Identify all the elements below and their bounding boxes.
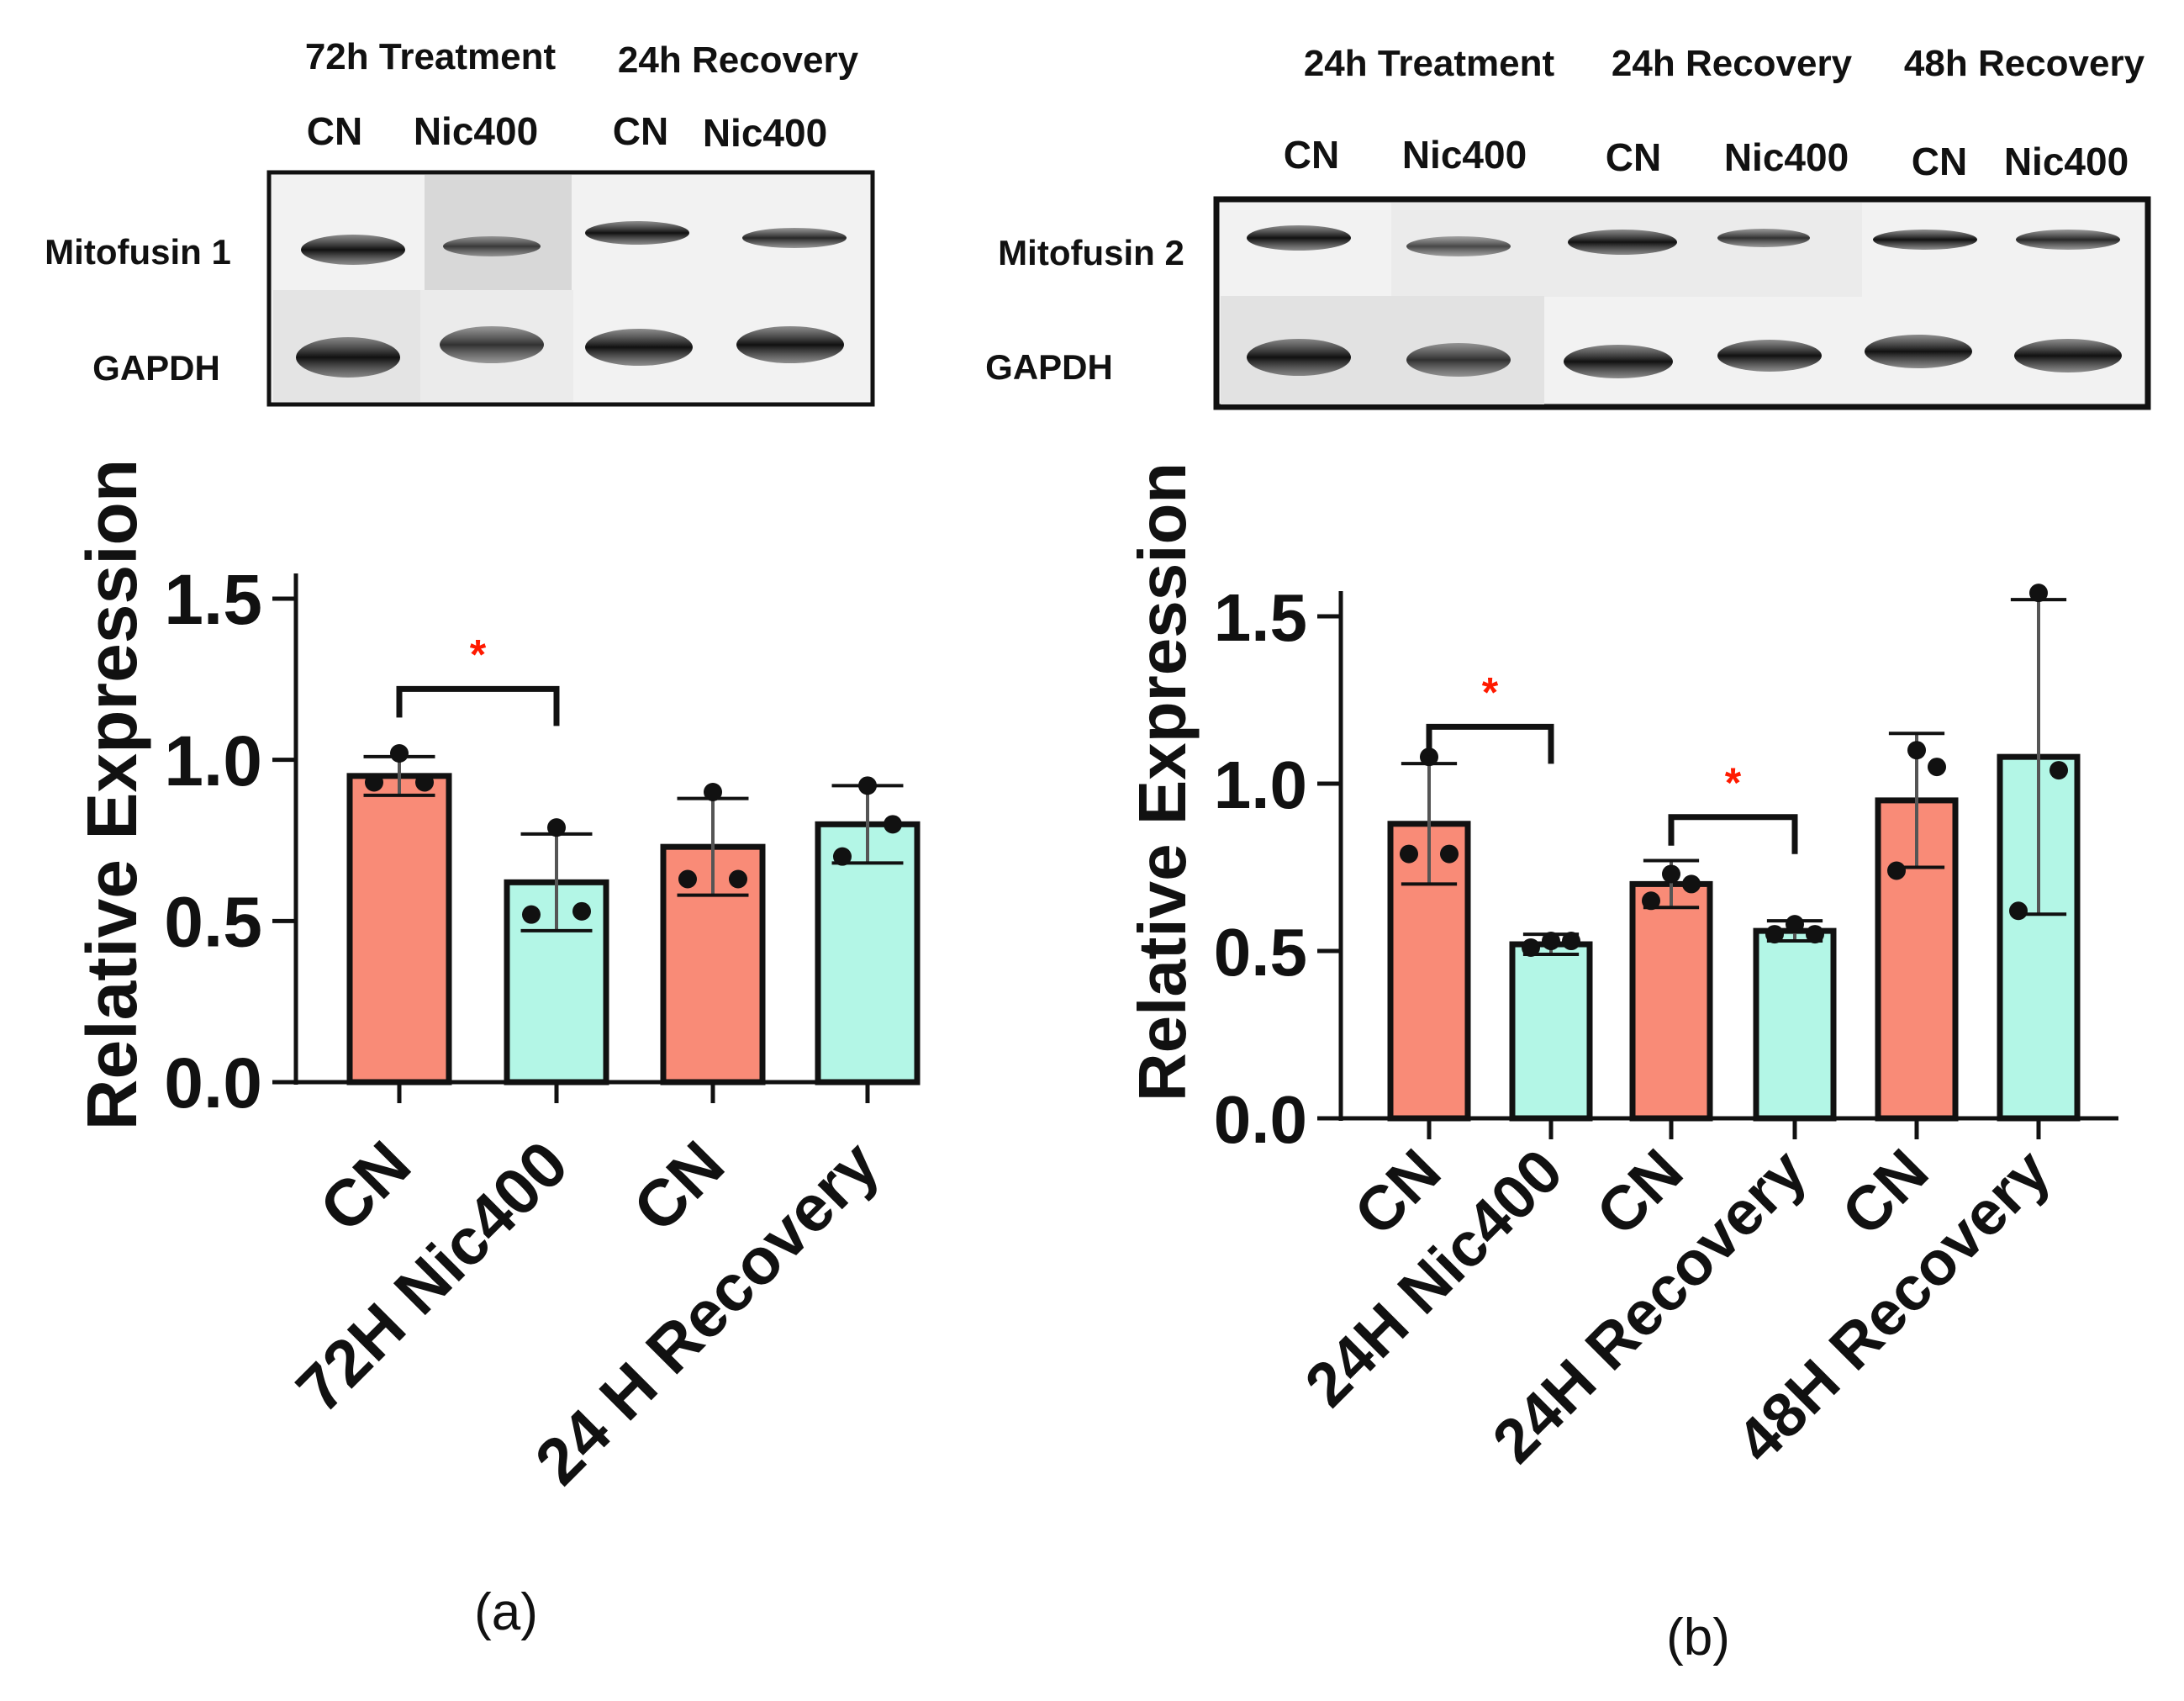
- blot-band: [585, 329, 693, 366]
- blot-band: [2014, 339, 2122, 372]
- data-point: [1928, 758, 1946, 777]
- blot-band: [742, 228, 847, 248]
- data-point: [1806, 925, 1824, 944]
- blot-band: [301, 235, 405, 265]
- data-point: [2029, 584, 2048, 603]
- blot-band: [1568, 230, 1677, 255]
- blot-band: [1247, 225, 1351, 251]
- blot-b-lane-label: CN: [1606, 135, 1661, 179]
- significance-bracket: [1426, 723, 1554, 764]
- blot-b-lane-label: CN: [1284, 133, 1339, 177]
- chart-b-y-axis-label: Relative Expression: [1125, 462, 1200, 1101]
- y-tick-label: 0.5: [164, 883, 262, 962]
- data-point: [704, 783, 722, 801]
- blot-a-row-label-protein: Mitofusin 1: [45, 232, 231, 272]
- data-point: [547, 818, 566, 837]
- panel-b-caption: (b): [1666, 1609, 1730, 1667]
- data-point: [1400, 844, 1418, 864]
- blot-band: [1873, 230, 1977, 250]
- x-tick-label: CN: [305, 1127, 425, 1246]
- y-tick-label: 0.5: [1214, 915, 1307, 990]
- data-point: [365, 773, 383, 792]
- data-point: [1662, 864, 1680, 884]
- blot-a-lane-label: CN: [307, 109, 362, 153]
- blot-a-row-label-loading: GAPDH: [92, 348, 220, 388]
- bar: [346, 773, 452, 1086]
- significance-star: *: [1725, 759, 1742, 806]
- y-tick-label: 0.0: [164, 1043, 262, 1123]
- y-tick-label: 1.0: [164, 721, 262, 800]
- y-tick-label: 0.0: [1214, 1082, 1307, 1157]
- x-tick-label: CN: [619, 1127, 738, 1246]
- blot-band: [736, 326, 844, 363]
- chart-a-y-axis-label: Relative Expression: [72, 459, 151, 1130]
- blot-band: [296, 337, 400, 378]
- blot-band: [1406, 343, 1511, 377]
- blot-a-group-label-2: 24h Recovery: [618, 40, 859, 81]
- blot-b-row-label-protein: Mitofusin 2: [998, 233, 1184, 272]
- data-point: [1765, 925, 1784, 944]
- data-point: [1786, 915, 1804, 934]
- data-point: [1907, 741, 1926, 760]
- bar: [1753, 927, 1837, 1122]
- blot-b-lane-label: Nic400: [2004, 140, 2129, 183]
- data-point: [1642, 891, 1660, 911]
- blot-band: [1865, 335, 1972, 368]
- blot-b-row-label-loading: GAPDH: [985, 347, 1113, 387]
- blot-band: [1564, 345, 1673, 378]
- bar: [1509, 941, 1593, 1122]
- data-point: [833, 847, 852, 866]
- blot-a-segment-shade: [425, 175, 572, 293]
- data-point: [1887, 861, 1906, 880]
- data-point: [1682, 874, 1701, 894]
- data-point: [884, 815, 902, 834]
- data-point: [2009, 901, 2028, 921]
- data-point: [1562, 932, 1580, 951]
- blot-band: [440, 326, 544, 363]
- blot-a-lane-label: Nic400: [414, 109, 538, 153]
- blot-band: [443, 236, 541, 256]
- blot-b-group-label-2: 24h Recovery: [1612, 43, 1853, 84]
- data-point: [415, 773, 434, 792]
- blot-b-lane-label: Nic400: [1724, 135, 1849, 179]
- data-point: [572, 901, 591, 921]
- data-point: [390, 744, 409, 763]
- data-point: [1440, 844, 1459, 864]
- significance-bracket: [396, 685, 560, 726]
- blot-band: [585, 221, 689, 245]
- blot-band: [1406, 236, 1511, 256]
- blot-band: [1247, 339, 1351, 376]
- panel-a-caption: (a): [474, 1583, 538, 1641]
- data-point: [1522, 938, 1540, 958]
- significance-star: *: [470, 631, 487, 678]
- bar: [1629, 880, 1713, 1122]
- y-tick-label: 1.5: [164, 560, 262, 639]
- blot-b: 24h Treatment 24h Recovery 48h Recovery …: [985, 43, 2151, 410]
- data-point: [729, 869, 747, 889]
- blot-band: [1717, 340, 1822, 372]
- blot-b-lane-label: CN: [1912, 140, 1967, 183]
- data-point: [678, 869, 697, 889]
- data-point: [1420, 747, 1438, 767]
- blot-b-group-label-1: 24h Treatment: [1304, 43, 1555, 84]
- blot-b-group-label-3: 48h Recovery: [1904, 43, 2145, 84]
- blot-a-lane-label: CN: [613, 109, 668, 153]
- blot-band: [2016, 230, 2120, 250]
- data-point: [522, 905, 541, 924]
- data-point: [2049, 761, 2068, 780]
- blot-band: [1717, 229, 1810, 247]
- significance-star: *: [1482, 668, 1499, 716]
- blot-b-lane-label: Nic400: [1402, 133, 1527, 177]
- significance-bracket: [1668, 814, 1798, 854]
- y-tick-label: 1.5: [1214, 580, 1307, 655]
- blot-a: 72h Treatment 24h Recovery CN Nic400 CN …: [45, 36, 875, 407]
- y-tick-label: 1.0: [1214, 747, 1307, 822]
- blot-a-lane-label: Nic400: [703, 111, 827, 155]
- blot-a-group-label-1: 72h Treatment: [305, 36, 557, 77]
- data-point: [1542, 932, 1560, 951]
- data-point: [858, 776, 877, 795]
